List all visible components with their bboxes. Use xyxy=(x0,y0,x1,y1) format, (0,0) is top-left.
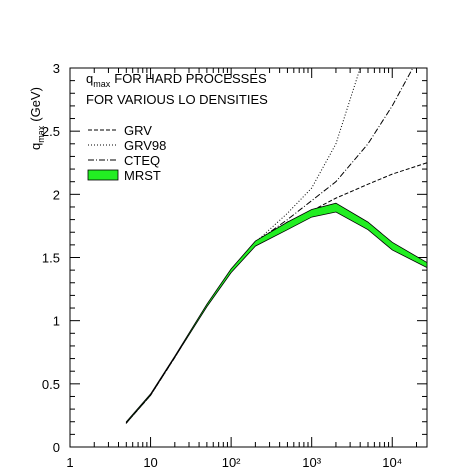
x-tick-label: 10 xyxy=(143,455,157,470)
line xyxy=(125,162,428,424)
line xyxy=(125,67,414,424)
chart-subtitle: FOR VARIOUS LO DENSITIES xyxy=(86,92,268,107)
x-tick-label: 10³ xyxy=(302,455,321,470)
y-axis-label: qmax (GeV) xyxy=(28,87,46,150)
x-tick-label: 1 xyxy=(66,455,73,470)
y-label-symbol: q xyxy=(28,143,43,150)
y-tick-label: 2 xyxy=(53,187,60,202)
y-tick-label: 3 xyxy=(53,61,60,76)
line xyxy=(125,67,361,424)
y-tick-label: 1 xyxy=(53,314,60,329)
y-tick-label: 2.5 xyxy=(42,124,60,139)
y-label-subscript: max xyxy=(36,125,46,143)
y-tick-label: 0 xyxy=(53,440,60,455)
y-tick-label: 1.5 xyxy=(42,251,60,266)
legend-label: CTEQ xyxy=(124,153,160,168)
legend-label: MRST xyxy=(124,168,161,183)
y-label-text: (GeV) xyxy=(28,87,43,122)
chart-title: qmax FOR HARD PROCESSES xyxy=(86,71,267,89)
legend-label: GRV xyxy=(124,123,152,138)
title-subscript: max xyxy=(93,79,111,89)
title-text: FOR HARD PROCESSES xyxy=(114,71,267,86)
x-tick-label: 10⁴ xyxy=(382,455,402,470)
legend-label: GRV98 xyxy=(124,138,166,153)
band xyxy=(125,202,428,425)
title-symbol: q xyxy=(86,71,93,86)
y-tick-label: 0.5 xyxy=(42,377,60,392)
x-tick-label: 10² xyxy=(222,455,241,470)
legend-swatch xyxy=(87,169,119,181)
